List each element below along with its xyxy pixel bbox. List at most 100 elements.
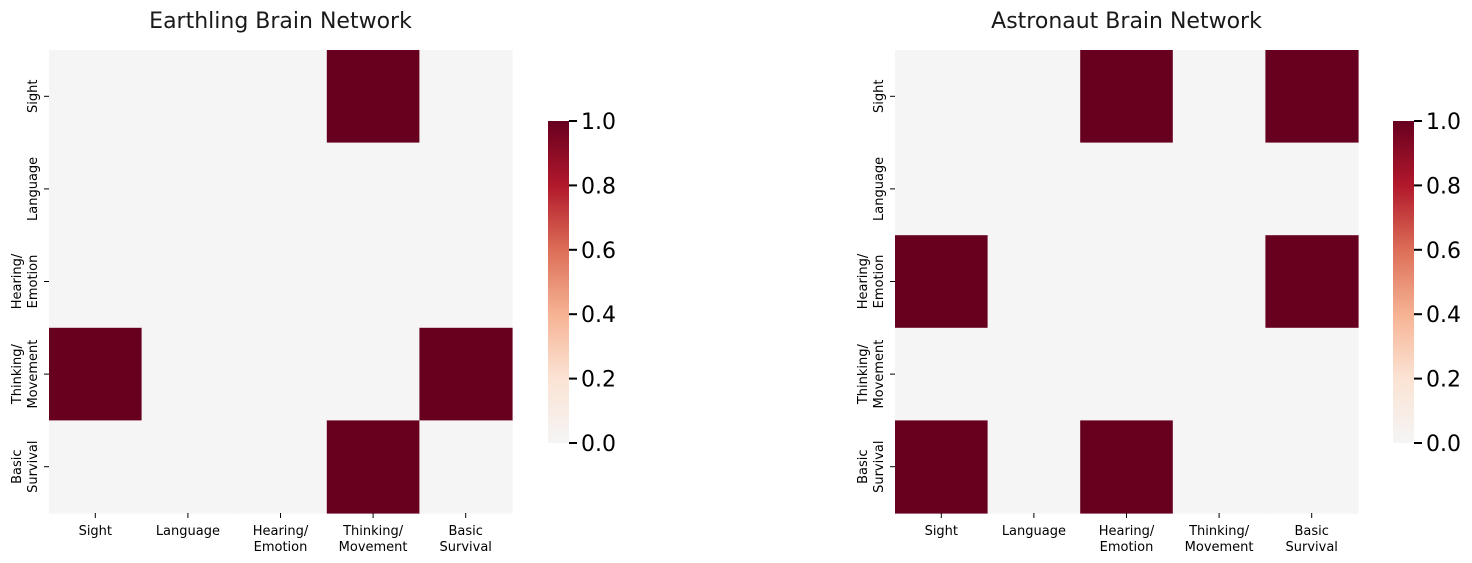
x-tick-label-line: Sight (79, 524, 112, 539)
heatmap-cell (141, 235, 235, 329)
colorbar-tick-label: 0.8 (1426, 174, 1461, 199)
y-tick-label-line: Emotion (26, 255, 41, 309)
heatmap-cell (1080, 142, 1174, 236)
heatmap-cell (419, 327, 513, 421)
heatmap-cell (1265, 235, 1359, 329)
heatmap-cell (234, 235, 328, 329)
x-tick-label-line: Survival (439, 540, 491, 555)
y-tick-label: BasicSurvival (10, 440, 41, 492)
heatmap-cell (1080, 420, 1174, 514)
y-tick-label: Language (26, 157, 41, 221)
heatmap-cell (326, 327, 420, 421)
heatmap-cell (326, 420, 420, 514)
heatmap-cell (1080, 327, 1174, 421)
heatmap-cell (49, 142, 143, 236)
heatmap-cell (234, 327, 328, 421)
x-tick-label: Hearing/Emotion (253, 524, 309, 555)
y-tick-label-line: Thinking/ (10, 343, 25, 405)
y-tick-label-line: Thinking/ (856, 343, 871, 405)
x-tick-label-line: Language (1002, 524, 1066, 539)
heatmap-cell (987, 327, 1081, 421)
y-tick-label: Sight (872, 80, 887, 113)
chart-title: Astronaut Brain Network (991, 9, 1262, 34)
x-tick-label-line: Language (156, 524, 220, 539)
heatmap-cell (1080, 50, 1174, 144)
heatmap-cell (49, 235, 143, 329)
colorbar-tick-label: 0.0 (1426, 432, 1461, 457)
y-tick-label-line: Language (872, 157, 887, 221)
x-tick-label-line: Hearing/ (1099, 524, 1155, 539)
heatmap-cell (141, 420, 235, 514)
heatmap-cell (1172, 420, 1266, 514)
heatmap-cell (234, 420, 328, 514)
y-tick-label-line: Survival (26, 440, 41, 492)
heatmap-panel-1: Earthling Brain Network Sight Language Hear… (10, 9, 616, 555)
colorbar-tick-label: 0.6 (1426, 239, 1461, 264)
heatmap-cell (419, 50, 513, 144)
heatmap-cell (326, 142, 420, 236)
x-tick-label: Language (156, 524, 220, 539)
x-tick-label: Basic Survival (1285, 524, 1337, 555)
y-tick-label-line: Movement (26, 340, 41, 409)
x-tick-label-line: Hearing/ (253, 524, 309, 539)
chart-title: Earthling Brain Network (149, 9, 412, 34)
y-tick-label-line: Emotion (872, 255, 887, 309)
y-tick-label-line: Basic (10, 449, 25, 483)
heatmap-cell (895, 420, 989, 514)
colorbar-gradient-bar (1393, 121, 1414, 443)
x-tick-label: Basic Survival (439, 524, 491, 555)
heatmap-cell (895, 142, 989, 236)
colorbar-tick-label: 0.6 (581, 239, 616, 264)
heatmap-cell (1265, 327, 1359, 421)
y-tick-label: Sight (26, 80, 41, 113)
heatmap-cell (1172, 50, 1266, 144)
heatmap-cell (419, 420, 513, 514)
x-tick-label-line: Movement (339, 540, 408, 555)
y-tick-label-line: Basic (856, 449, 871, 483)
heatmap-cell (419, 142, 513, 236)
heatmap-cell (1172, 327, 1266, 421)
x-tick-label-line: Sight (925, 524, 958, 539)
heatmap-cell (141, 327, 235, 421)
heatmap-cell (895, 235, 989, 329)
colorbar-tick-label: 1.0 (1426, 110, 1461, 135)
x-tick-label-line: Thinking/ (342, 524, 404, 539)
heatmap-cell (141, 142, 235, 236)
y-tick-label-line: Language (26, 157, 41, 221)
y-tick-label-line: Hearing/ (10, 253, 25, 309)
colorbar-tick-label: 0.2 (581, 368, 616, 393)
x-tick-label: Thinking/Movement (1185, 524, 1254, 555)
x-tick-label-line: Movement (1185, 540, 1254, 555)
heatmap-cell (1265, 142, 1359, 236)
y-tick-label: Language (872, 157, 887, 221)
heatmap-cell (234, 50, 328, 144)
x-tick-label-line: Basic (1294, 524, 1328, 539)
heatmap-cell (141, 50, 235, 144)
colorbar-gradient-bar (548, 121, 569, 443)
heatmap-panel-2: Astronaut Brain Network Sight Language Hear… (856, 9, 1461, 555)
colorbar-tick-label: 0.2 (1426, 368, 1461, 393)
y-tick-label: Thinking/Movement (10, 340, 41, 409)
x-tick-label-line: Survival (1285, 540, 1337, 555)
colorbar-tick-label: 0.4 (581, 303, 616, 328)
y-tick-label: Hearing/Emotion (856, 253, 887, 309)
heatmap-cell (1172, 235, 1266, 329)
colorbar-tick-label: 1.0 (581, 110, 616, 135)
heatmap-cell (326, 235, 420, 329)
y-tick-label-line: Survival (872, 440, 887, 492)
y-tick-label-line: Hearing/ (856, 253, 871, 309)
heatmap-cell (987, 235, 1081, 329)
y-tick-label-line: Sight (26, 80, 41, 113)
heatmap-cell (895, 327, 989, 421)
heatmap-cell (1080, 235, 1174, 329)
heatmap-cell (895, 50, 989, 144)
heatmap-cell (49, 420, 143, 514)
x-tick-label-line: Emotion (1100, 540, 1154, 555)
heatmap-cell (326, 50, 420, 144)
heatmap-cell (1172, 142, 1266, 236)
heatmap-cell (234, 142, 328, 236)
y-tick-label: BasicSurvival (856, 440, 887, 492)
colorbar-tick-label: 0.4 (1426, 303, 1461, 328)
heatmap-cell (49, 50, 143, 144)
